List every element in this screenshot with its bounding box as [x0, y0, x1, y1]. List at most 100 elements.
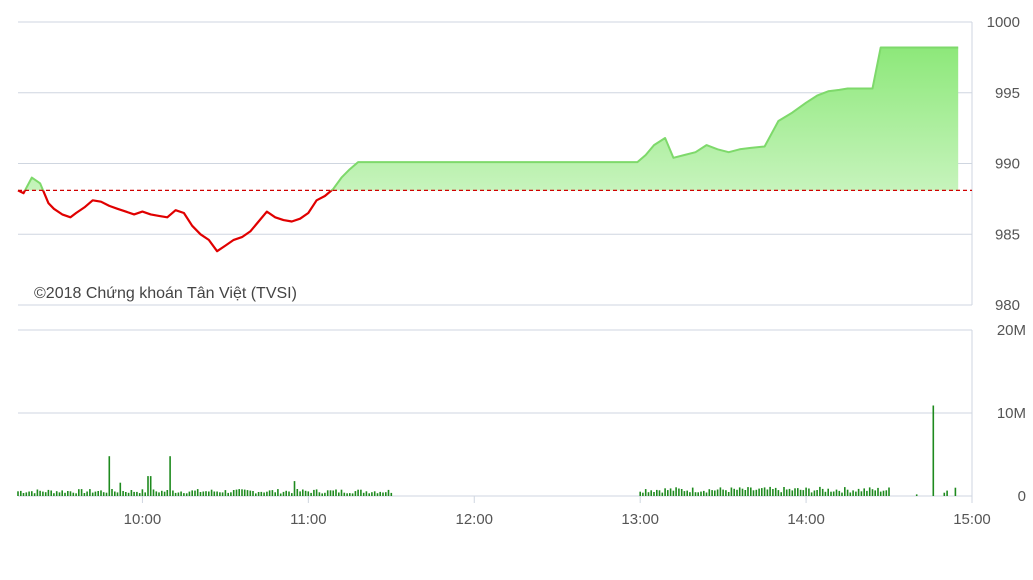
volume-bar	[857, 488, 860, 496]
volume-bar	[943, 492, 946, 496]
volume-bar	[741, 488, 744, 496]
volume-bar	[772, 489, 774, 496]
volume-bar	[647, 492, 650, 496]
volume-bar	[642, 492, 644, 496]
price-tick-label: 980	[995, 297, 1020, 314]
volume-bar	[791, 490, 794, 496]
volume-bar	[368, 493, 370, 496]
volume-bar	[730, 487, 733, 496]
volume-bar	[28, 491, 30, 496]
volume-bar	[954, 487, 957, 496]
volume-bar	[346, 493, 348, 496]
volume-bar	[288, 491, 290, 496]
volume-bar	[766, 489, 769, 496]
volume-bar	[727, 492, 730, 496]
volume-bar	[255, 493, 257, 496]
volume-bar	[821, 488, 824, 496]
volume-bar	[25, 492, 28, 496]
volume-bar	[119, 482, 122, 496]
volume-bar	[835, 489, 838, 496]
volume-bar	[235, 489, 238, 496]
volume-bar	[335, 489, 337, 496]
volume-bar	[813, 490, 816, 496]
volume-bar	[810, 492, 813, 496]
volume-bar	[188, 491, 191, 496]
volume-bar	[44, 492, 47, 496]
x-tick-label: 14:00	[787, 511, 825, 528]
volume-bar	[680, 489, 683, 496]
volume-bar	[371, 492, 373, 496]
volume-bar	[816, 490, 818, 496]
price-line-down	[17, 190, 334, 253]
volume-bar	[50, 490, 52, 496]
volume-bar	[183, 493, 185, 496]
volume-bar	[243, 489, 246, 496]
volume-bar	[357, 489, 359, 496]
volume-bar	[86, 491, 88, 496]
volume-bar	[888, 487, 890, 496]
volume-bar	[194, 490, 196, 496]
price-tick-label: 985	[995, 226, 1020, 243]
volume-bar	[149, 476, 152, 496]
volume-bar	[199, 492, 202, 496]
volume-bar	[42, 491, 44, 496]
volume-bar	[232, 490, 235, 496]
volume-panel: 0 10M 20M	[17, 322, 1026, 505]
volume-bar	[20, 490, 22, 496]
volume-bar	[185, 493, 188, 496]
volume-bar	[644, 489, 647, 496]
volume-bar	[205, 491, 207, 496]
volume-bar	[852, 490, 854, 496]
volume-bar	[830, 491, 832, 496]
volume-bar	[127, 492, 130, 496]
volume-bar	[769, 486, 771, 496]
volume-bar	[329, 490, 332, 496]
volume-bar	[664, 488, 666, 496]
volume-bar	[755, 489, 758, 496]
volume-tick-label: 20M	[997, 322, 1026, 339]
volume-bar	[340, 489, 343, 496]
volume-bar	[669, 488, 672, 496]
volume-bar	[841, 492, 843, 496]
volume-bar	[296, 489, 299, 496]
volume-bar	[285, 490, 287, 496]
volume-bar	[672, 490, 675, 496]
volume-bar	[744, 490, 747, 496]
volume-bar	[689, 492, 691, 496]
volume-bar	[58, 492, 61, 496]
volume-bar	[307, 491, 310, 496]
volume-bar	[705, 492, 708, 496]
volume-bar	[67, 491, 69, 496]
volume-bar	[94, 491, 97, 496]
volume-bar	[326, 490, 329, 496]
volume-bar	[639, 491, 641, 496]
volume-bar	[385, 492, 387, 496]
volume-bar	[675, 487, 677, 496]
volume-bar	[832, 491, 835, 496]
x-tick-label: 11:00	[290, 511, 326, 528]
price-area-up	[24, 47, 959, 191]
volume-bar	[349, 493, 351, 496]
price-tick-label: 990	[995, 156, 1020, 173]
volume-bar	[80, 489, 83, 496]
volume-bar	[227, 492, 229, 496]
volume-bar	[661, 492, 664, 496]
volume-bar	[141, 489, 144, 496]
volume-bar	[313, 489, 315, 496]
volume-bar	[874, 490, 876, 496]
volume-bar	[650, 490, 652, 496]
volume-bar	[733, 488, 735, 496]
volume-bar	[877, 487, 879, 496]
volume-bar	[293, 481, 296, 496]
volume-bar	[860, 491, 863, 496]
volume-bar	[788, 488, 791, 496]
volume-bar	[379, 491, 381, 496]
volume-bar	[694, 492, 697, 496]
volume-bar	[819, 486, 821, 496]
volume-bar	[108, 456, 111, 496]
volume-bar	[155, 491, 158, 496]
volume-bar	[282, 491, 285, 496]
volume-bar	[882, 490, 885, 496]
volume-bar	[808, 488, 810, 496]
price-tick-label: 1000	[987, 14, 1020, 31]
